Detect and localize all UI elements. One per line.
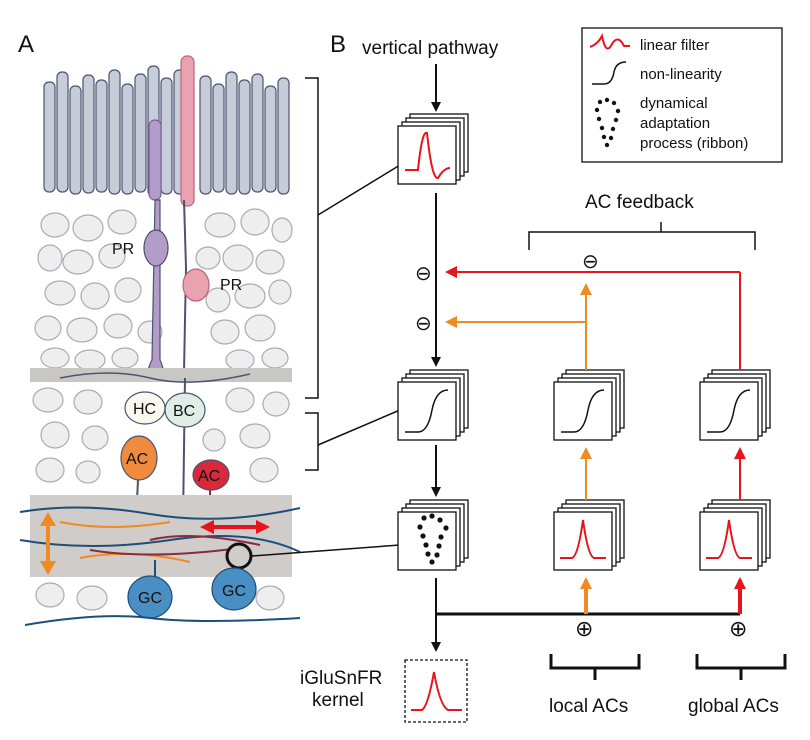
ac-feedback-label: AC feedback	[585, 192, 694, 213]
bp-ribbon-dots	[417, 513, 449, 565]
rod-axon	[147, 199, 164, 379]
bp-nonlinearity-curve	[405, 389, 449, 433]
ganglion-cell-2	[211, 567, 257, 611]
panel-b-label: B	[330, 31, 346, 58]
bracket-outer-retina	[305, 77, 319, 399]
amacrine-cell-local	[120, 435, 158, 481]
local-ac-filter-box	[553, 499, 625, 571]
legend-adaptation-line1: dynamical	[640, 95, 708, 112]
legend-nonlinearity-icon	[592, 61, 627, 85]
bp-nonlinearity-box	[397, 369, 469, 441]
cone-soma	[182, 268, 210, 302]
connector-ribbon	[251, 544, 401, 557]
connector-nonlinearity	[317, 409, 401, 446]
minus-sign-feedback: ⊖	[582, 251, 599, 273]
global-acs-bracket	[695, 654, 787, 680]
ribbon-synapse-circle	[225, 542, 253, 570]
bp-linear-filter-curve	[405, 131, 451, 179]
legend-linear-filter-icon	[589, 32, 630, 50]
minus-sign-local: ⊖	[415, 313, 432, 335]
retina-illustration	[19, 55, 301, 626]
ganglion-cell-layer	[35, 582, 285, 611]
gc-axons	[24, 615, 301, 626]
connector-filter	[317, 164, 401, 216]
global-ac-nonlinearity-curve	[707, 389, 751, 433]
legend-ribbon-icon	[594, 97, 621, 148]
legend-adaptation-line3: process (ribbon)	[640, 135, 748, 152]
local-acs-label: local ACs	[549, 696, 628, 717]
label-ac2: AC	[198, 468, 220, 485]
bracket-inl	[305, 412, 319, 471]
global-acs-label: global ACs	[688, 696, 779, 717]
label-gc2: GC	[222, 583, 246, 600]
orange-arrowhead-up	[40, 512, 56, 526]
ac-feedback-bracket	[528, 222, 756, 250]
label-gc1: GC	[138, 590, 162, 607]
cone-axon	[183, 199, 188, 373]
local-acs-bracket	[549, 654, 641, 680]
ipl-neurites	[19, 506, 301, 563]
red-arrowhead-left	[200, 520, 214, 534]
plus-sign-global: ⊕	[729, 616, 747, 641]
amacrine-cell-global	[192, 459, 230, 491]
global-ac-filter-box	[699, 499, 771, 571]
iglusnfr-label: iGluSnFR	[300, 668, 382, 689]
outer-nuclear-layer	[34, 208, 293, 371]
iglusnfr-kernel-box	[404, 659, 468, 723]
rod-soma	[143, 229, 169, 267]
bp-ribbon-box	[397, 499, 469, 571]
plus-sign-local: ⊕	[575, 616, 593, 641]
orange-arrowhead-down	[40, 561, 56, 575]
inner-nuclear-layer	[32, 387, 290, 484]
legend-box	[581, 27, 783, 163]
label-bc: BC	[173, 403, 195, 420]
legend-linear-filter: linear filter	[640, 37, 709, 54]
global-ac-filter-curve	[706, 519, 752, 559]
outer-segments	[43, 65, 290, 197]
rod-outer-segment	[148, 119, 162, 201]
legend-adaptation-line2: adaptation	[640, 115, 710, 132]
local-ac-nonlinearity-box	[553, 369, 625, 441]
vertical-pathway-label: vertical pathway	[362, 38, 499, 59]
legend-nonlinearity: non-linearity	[640, 66, 722, 83]
minus-sign-global: ⊖	[415, 263, 432, 285]
label-pr1: PR	[112, 241, 134, 258]
bipolar-cell	[164, 392, 206, 428]
label-ac1: AC	[126, 451, 148, 468]
panel-a-label: A	[18, 31, 34, 58]
red-arrowhead-right	[256, 520, 270, 534]
local-ac-nonlinearity-curve	[561, 389, 605, 433]
local-ac-filter-curve	[560, 519, 606, 559]
kernel-label: kernel	[312, 690, 364, 711]
iglusnfr-kernel-curve	[411, 671, 462, 711]
label-hc: HC	[133, 401, 156, 418]
global-ac-nonlinearity-box	[699, 369, 771, 441]
label-pr2: PR	[220, 277, 242, 294]
cone-outer-segment	[180, 55, 195, 207]
opl-dendrites	[59, 372, 251, 383]
